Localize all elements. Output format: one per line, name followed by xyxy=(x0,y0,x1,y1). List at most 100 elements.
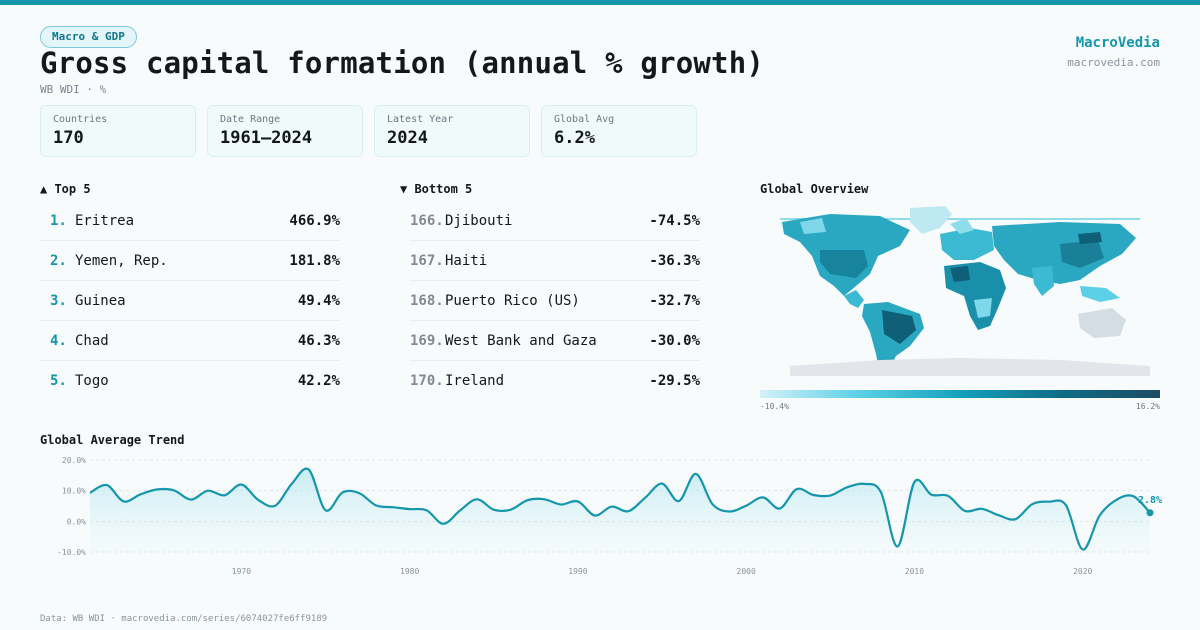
list-item[interactable]: 4. Chad 46.3% xyxy=(40,321,340,361)
stat-card-value: 6.2% xyxy=(554,128,595,148)
y-tick-label: 20.0% xyxy=(62,456,86,465)
country-value: 466.9% xyxy=(289,212,340,229)
country-name: Chad xyxy=(75,332,109,349)
x-tick-label: 2020 xyxy=(1073,567,1092,576)
map-legend-min: -10.4% xyxy=(760,402,789,411)
country-name: Ireland xyxy=(445,373,505,389)
country-name: Eritrea xyxy=(75,212,135,229)
stat-card-value: 1961–2024 xyxy=(220,128,313,148)
y-tick-label: -10.0% xyxy=(57,548,86,557)
y-tick-label: 0.0% xyxy=(67,517,86,526)
country-name: West Bank and Gaza xyxy=(445,332,597,349)
list-item[interactable]: 2. Yemen, Rep. 181.8% xyxy=(40,241,340,281)
list-item[interactable]: 170. Ireland -29.5% xyxy=(410,361,700,401)
map-australia[interactable] xyxy=(1078,308,1126,338)
map-legend-max: 16.2% xyxy=(1135,402,1160,411)
rank: 170. xyxy=(410,373,444,389)
footer-source: Data: WB WDI · macrovedia.com/series/607… xyxy=(40,614,328,624)
map-southeast-asia[interactable] xyxy=(1080,286,1120,302)
country-name: Guinea xyxy=(75,292,126,309)
list-item[interactable]: 169. West Bank and Gaza -30.0% xyxy=(410,321,700,361)
stat-card-date-range: Date Range 1961–2024 xyxy=(207,105,363,157)
x-tick-label: 2000 xyxy=(737,567,756,576)
y-tick-label: 10.0% xyxy=(62,487,86,496)
trend-line xyxy=(89,467,1151,551)
map-central-america[interactable] xyxy=(844,290,864,308)
country-name: Haiti xyxy=(445,252,488,269)
bottom-list: 166. Djibouti -74.5% 167. Haiti -36.3% 1… xyxy=(410,201,700,401)
stat-card-label: Global Avg xyxy=(554,114,615,125)
stat-card-latest-year: Latest Year 2024 xyxy=(374,105,530,157)
trend-last-label: 2.8% xyxy=(1138,495,1162,506)
world-map[interactable] xyxy=(760,204,1160,384)
map-china[interactable] xyxy=(1060,240,1104,268)
country-value: -32.7% xyxy=(649,292,700,309)
brand-url[interactable]: macrovedia.com xyxy=(1067,56,1160,69)
map-scandinavia[interactable] xyxy=(950,218,974,234)
map-west-africa[interactable] xyxy=(950,266,970,282)
rank: 168. xyxy=(410,292,444,309)
list-item[interactable]: 5. Togo 42.2% xyxy=(40,361,340,401)
top-list: 1. Eritrea 466.9% 2. Yemen, Rep. 181.8% … xyxy=(40,201,340,401)
rank: 5. xyxy=(50,373,67,389)
country-value: 181.8% xyxy=(289,252,340,269)
top-list-heading: ▲ Top 5 xyxy=(40,182,91,196)
stat-card-countries: Countries 170 xyxy=(40,105,196,157)
trend-title: Global Average Trend xyxy=(40,433,185,447)
rank: 166. xyxy=(410,212,444,229)
trend-chart[interactable]: 20.0% 10.0% 0.0% -10.0% 1970 1980 1990 2000 2010… xyxy=(40,450,1170,580)
list-item[interactable]: 166. Djibouti -74.5% xyxy=(410,201,700,241)
map-usa[interactable] xyxy=(820,250,868,278)
map-arctic-band xyxy=(780,218,1140,220)
x-tick-label: 1990 xyxy=(568,567,587,576)
list-item[interactable]: 167. Haiti -36.3% xyxy=(410,241,700,281)
map-greenland[interactable] xyxy=(910,206,952,234)
x-tick-label: 1980 xyxy=(400,567,419,576)
rank: 4. xyxy=(50,332,67,349)
rank: 2. xyxy=(50,252,67,269)
map-title: Global Overview xyxy=(760,182,869,196)
rank: 1. xyxy=(50,212,67,229)
map-legend-colorbar xyxy=(760,390,1160,398)
map-alaska[interactable] xyxy=(800,218,826,234)
list-item[interactable]: 168. Puerto Rico (US) -32.7% xyxy=(410,281,700,321)
stat-card-global-avg: Global Avg 6.2% xyxy=(541,105,697,157)
country-value: -30.0% xyxy=(649,332,700,349)
country-value: 42.2% xyxy=(297,373,340,389)
x-tick-label: 1970 xyxy=(232,567,251,576)
country-name: Djibouti xyxy=(445,212,513,229)
country-name: Puerto Rico (US) xyxy=(445,292,580,309)
country-value: 46.3% xyxy=(297,332,340,349)
category-tag[interactable]: Macro & GDP xyxy=(40,26,137,48)
stat-card-label: Countries xyxy=(53,114,108,125)
rank: 169. xyxy=(410,332,444,349)
country-name: Togo xyxy=(75,373,109,389)
page-subtitle: WB WDI · % xyxy=(40,83,107,96)
map-europe[interactable] xyxy=(940,228,994,260)
list-item[interactable]: 1. Eritrea 466.9% xyxy=(40,201,340,241)
x-tick-label: 2010 xyxy=(905,567,924,576)
map-mongolia[interactable] xyxy=(1078,232,1102,244)
rank: 167. xyxy=(410,252,444,269)
country-value: -36.3% xyxy=(649,252,700,269)
country-name: Yemen, Rep. xyxy=(75,252,168,269)
country-value: -29.5% xyxy=(649,373,700,389)
map-brazil[interactable] xyxy=(882,310,916,344)
country-value: 49.4% xyxy=(297,292,340,309)
brand-logo[interactable]: MacroVedia xyxy=(1075,35,1160,51)
page-title: Gross capital formation (annual % growth… xyxy=(40,46,765,80)
stat-card-value: 170 xyxy=(53,128,84,148)
map-southern-africa[interactable] xyxy=(974,298,992,318)
stat-card-label: Date Range xyxy=(220,114,281,125)
trend-last-point[interactable] xyxy=(1146,509,1154,517)
country-value: -74.5% xyxy=(649,212,700,229)
map-antarctica xyxy=(790,358,1150,376)
top-accent-bar xyxy=(0,0,1200,5)
stat-card-label: Latest Year xyxy=(387,114,454,125)
map-india[interactable] xyxy=(1032,266,1054,296)
list-item[interactable]: 3. Guinea 49.4% xyxy=(40,281,340,321)
rank: 3. xyxy=(50,292,67,309)
bottom-list-heading: ▼ Bottom 5 xyxy=(400,182,473,196)
stat-cards: Countries 170 Date Range 1961–2024 Lates… xyxy=(40,105,697,157)
stat-card-value: 2024 xyxy=(387,128,428,148)
